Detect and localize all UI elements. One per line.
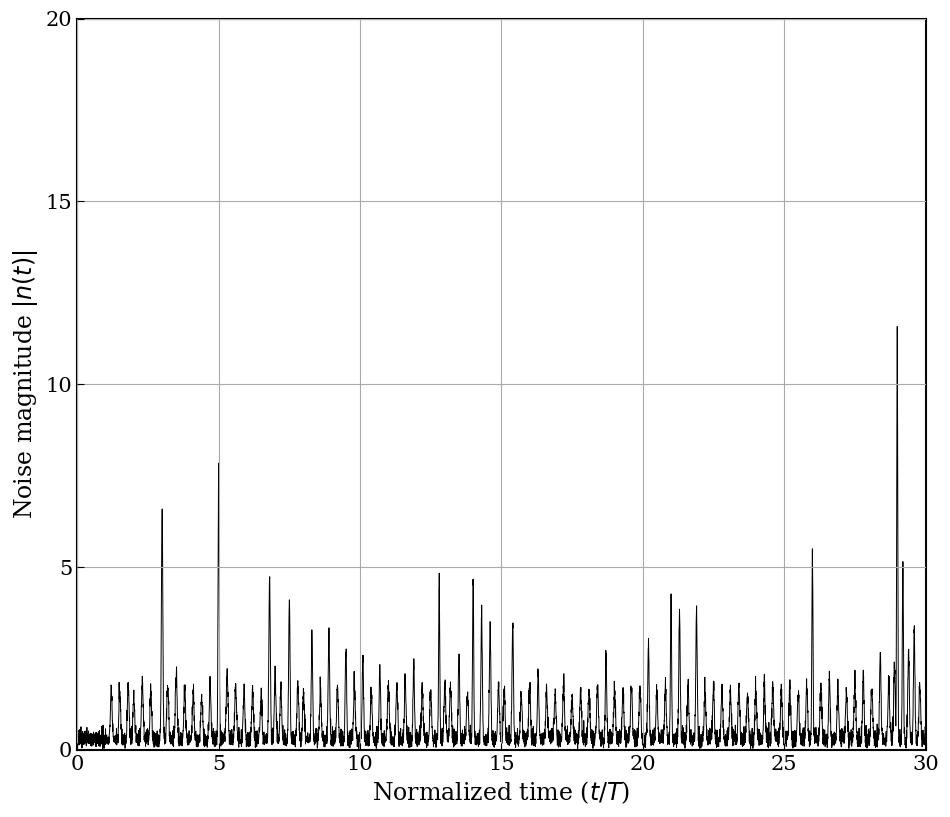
Y-axis label: Noise magnitude $|n(t)|$: Noise magnitude $|n(t)|$ [11,249,40,519]
X-axis label: Normalized time ($t/T$): Normalized time ($t/T$) [372,779,631,806]
